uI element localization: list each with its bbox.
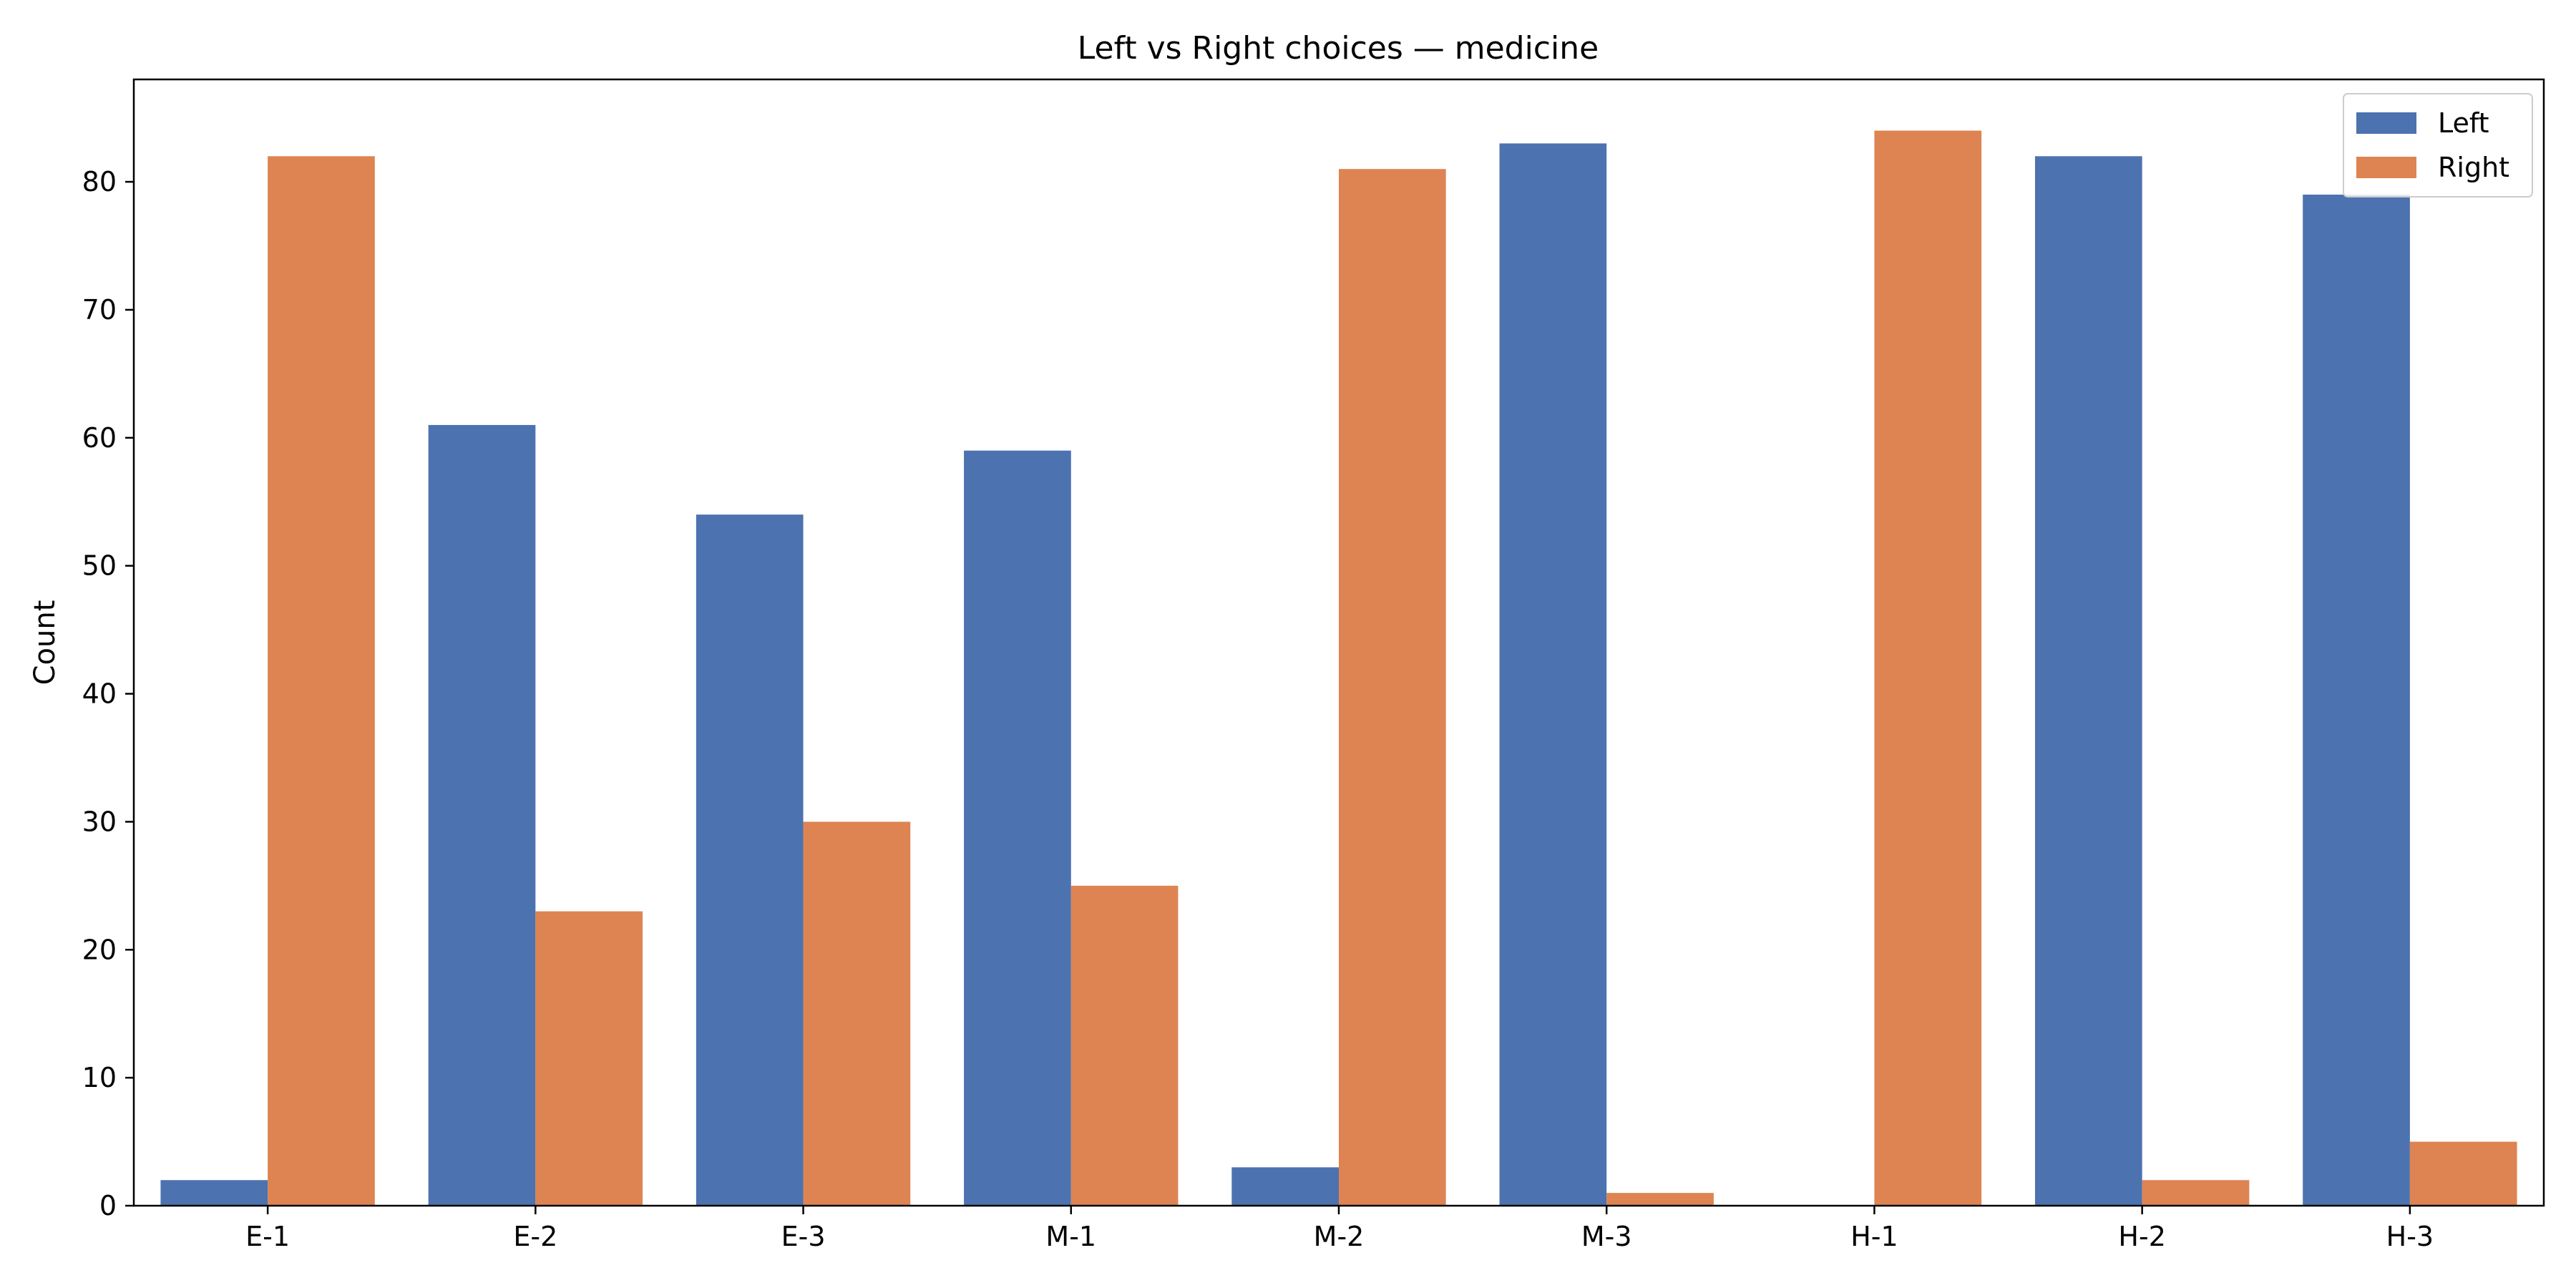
- bar-right-m-1: [1070, 885, 1179, 1206]
- x-tick-label: E-3: [781, 1221, 826, 1252]
- x-tick-label: M-2: [1314, 1221, 1365, 1252]
- legend-swatch-right: [2356, 157, 2416, 178]
- bars-group: [160, 130, 2517, 1206]
- legend-label-left: Left: [2438, 107, 2489, 139]
- bar-right-h-3: [2409, 1141, 2517, 1206]
- y-axis-label: Count: [29, 600, 62, 686]
- bar-left-e-1: [160, 1180, 268, 1206]
- bar-right-h-1: [1874, 130, 1982, 1206]
- y-tick-label: 30: [82, 806, 117, 837]
- bar-left-h-3: [2303, 194, 2410, 1206]
- x-tick-label: E-1: [245, 1221, 290, 1252]
- bar-left-m-3: [1499, 143, 1607, 1206]
- legend-label-right: Right: [2438, 152, 2509, 183]
- y-tick-label: 20: [82, 934, 117, 965]
- plot-frame: [132, 78, 2545, 1207]
- y-tick-label: 50: [82, 550, 117, 582]
- legend-swatch-left: [2356, 112, 2416, 134]
- x-tick-label: H-2: [2118, 1221, 2165, 1252]
- x-tick-label: M-3: [1581, 1221, 1632, 1252]
- bar-left-m-2: [1231, 1167, 1339, 1206]
- bar-right-m-3: [1606, 1193, 1714, 1206]
- y-tick-label: 60: [82, 422, 117, 454]
- x-tick-label: M-1: [1045, 1221, 1096, 1252]
- x-axis-ticks: E-1 E-2 E-3 M-1 M-2 M-3 H-1 H-2 H-3: [245, 1206, 2434, 1252]
- x-tick-label: H-3: [2386, 1221, 2434, 1252]
- x-tick-label: E-2: [513, 1221, 557, 1252]
- legend: Left Right: [2343, 93, 2533, 197]
- bar-left-m-1: [964, 450, 1071, 1206]
- bar-left-h-2: [2034, 156, 2142, 1206]
- y-tick-label: 40: [82, 678, 117, 710]
- y-tick-label: 0: [99, 1190, 117, 1221]
- bar-right-h-2: [2142, 1180, 2250, 1206]
- x-tick-label: H-1: [1850, 1221, 1898, 1252]
- y-tick-label: 10: [82, 1062, 117, 1093]
- chart-title: Left vs Right choices — medicine: [1078, 30, 1599, 67]
- y-axis-ticks: 0 10 20 30 40 50 60 70 80: [82, 166, 134, 1221]
- bar-right-e-1: [268, 156, 375, 1206]
- bar-left-e-2: [428, 424, 536, 1206]
- bar-right-e-2: [535, 911, 643, 1206]
- y-tick-label: 80: [82, 166, 117, 197]
- bar-left-e-3: [696, 514, 804, 1206]
- bar-right-m-2: [1339, 169, 1446, 1206]
- bar-right-e-3: [803, 821, 911, 1206]
- y-tick-label: 70: [82, 294, 117, 326]
